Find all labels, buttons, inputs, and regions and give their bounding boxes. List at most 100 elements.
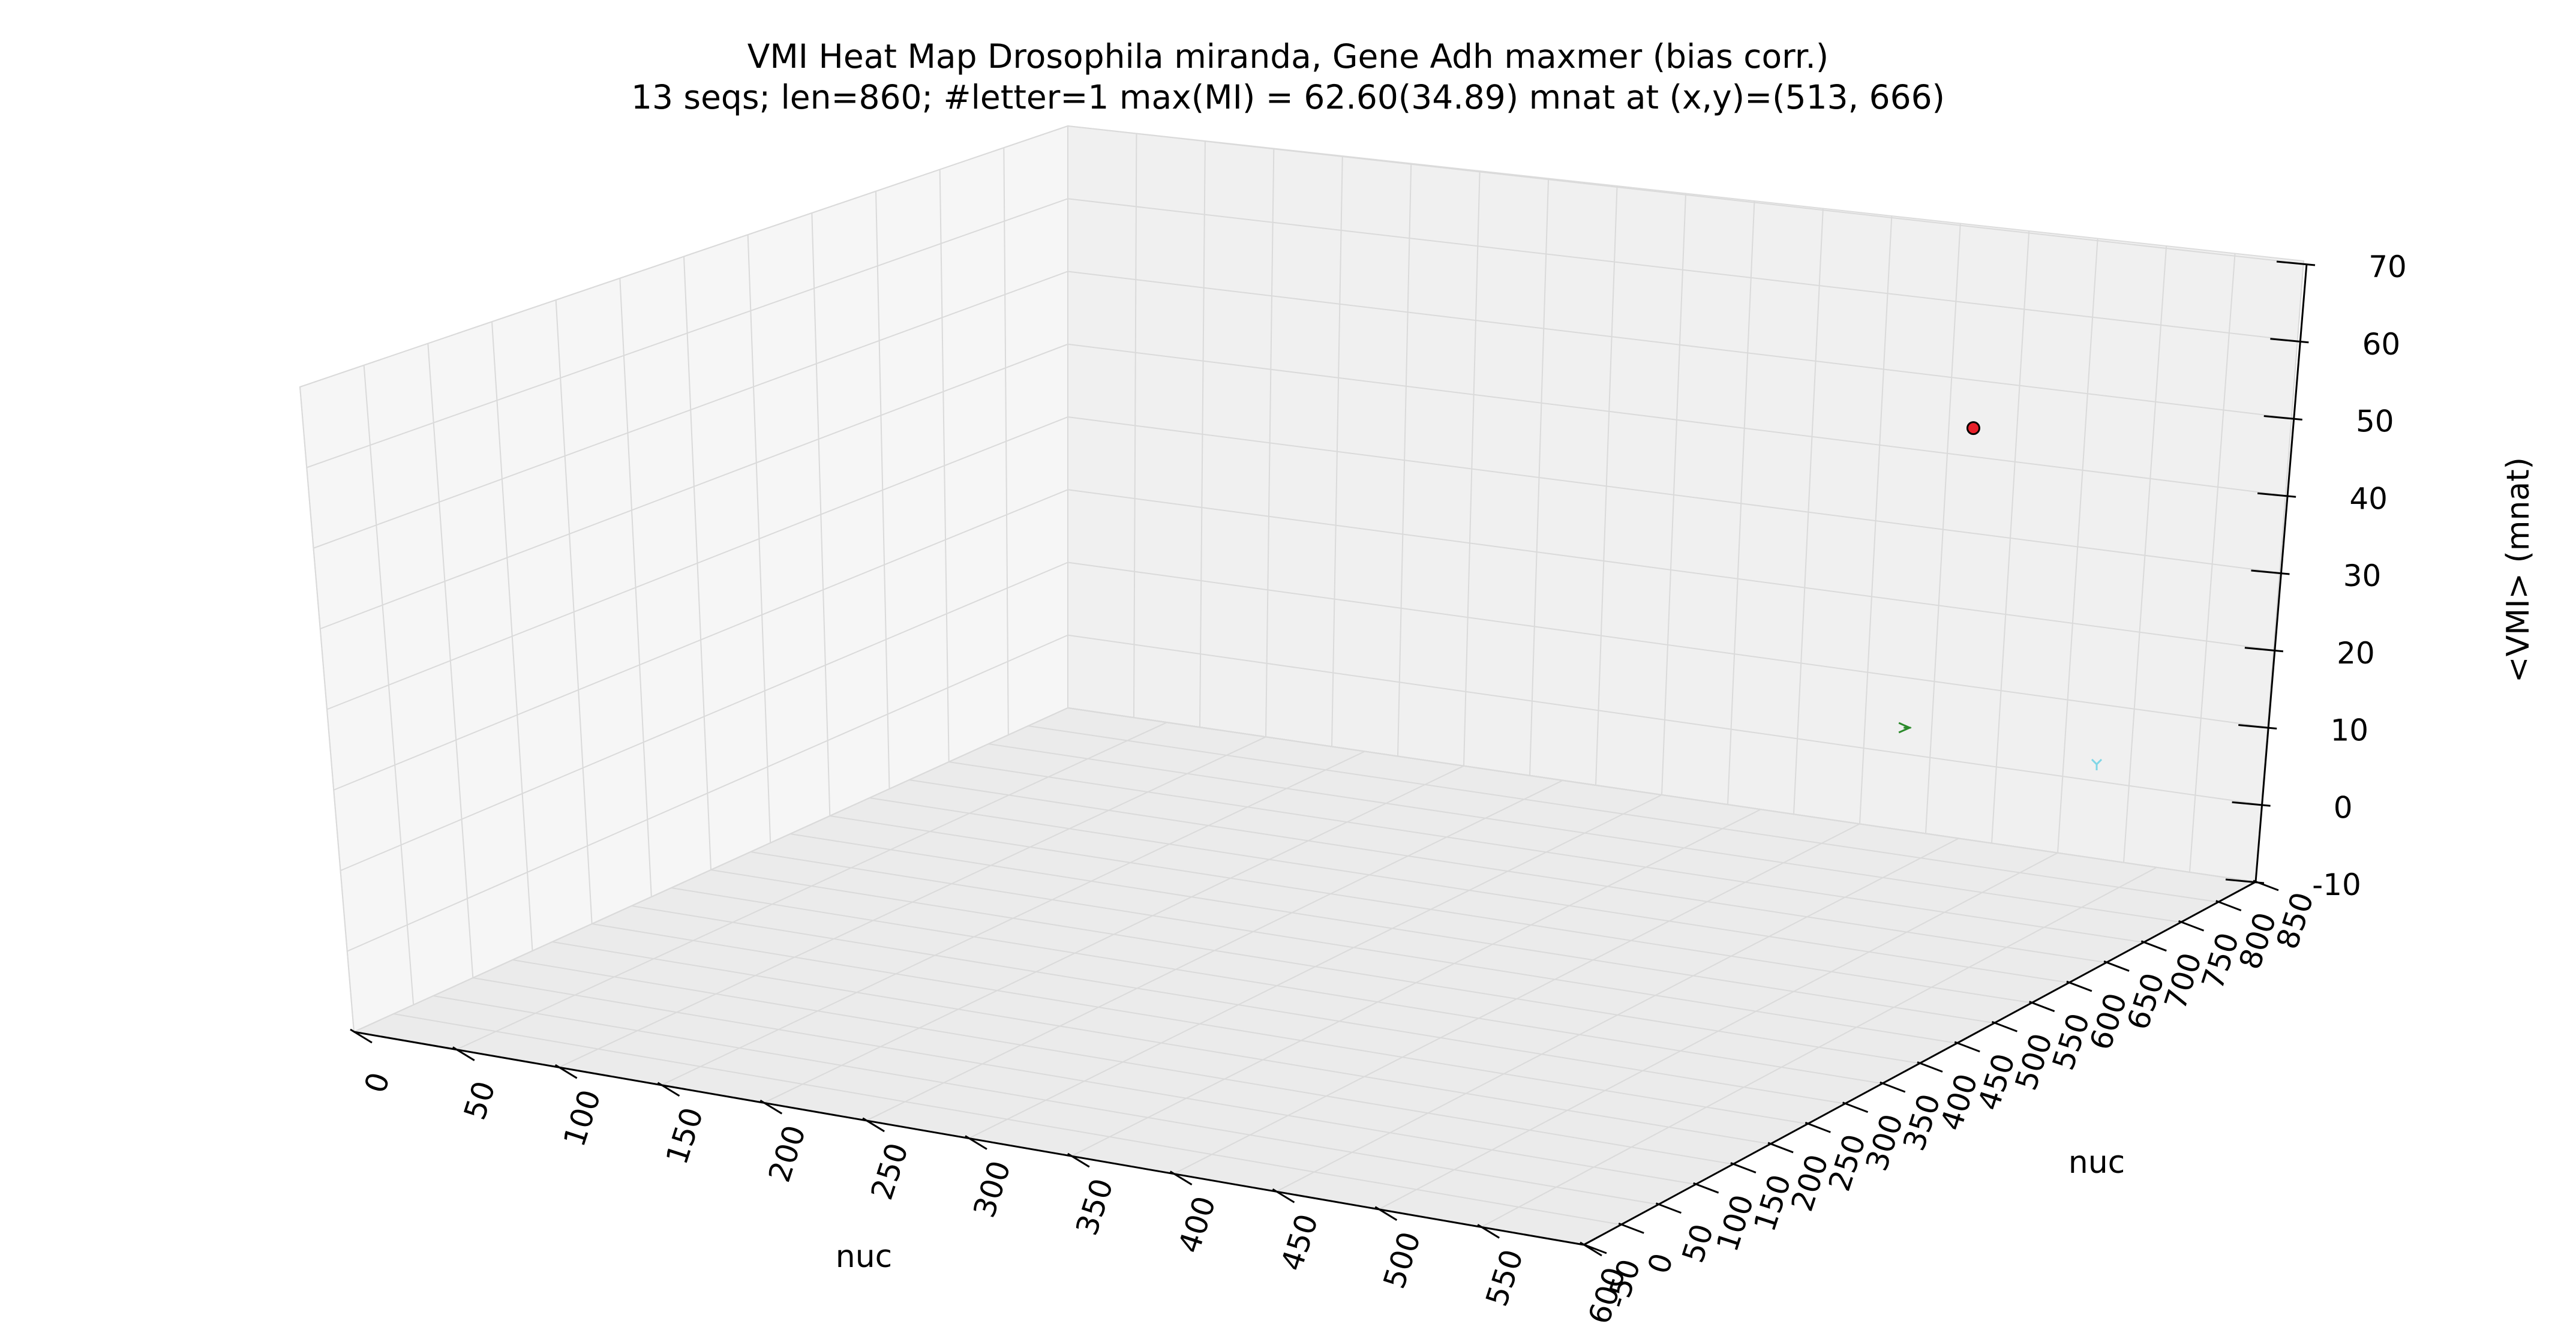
x-tick xyxy=(657,1082,680,1097)
x-tick xyxy=(759,1100,783,1115)
y-tick xyxy=(1693,1182,1719,1194)
grid-line xyxy=(1067,271,2294,419)
grid-line xyxy=(353,707,1068,1032)
grid-line xyxy=(512,959,1734,1165)
grid-line xyxy=(592,923,1808,1125)
x-tick-label: 450 xyxy=(1274,1210,1325,1275)
y-tick xyxy=(1655,1202,1682,1214)
x-tick xyxy=(452,1046,475,1061)
grid-line xyxy=(1067,634,2262,806)
grid-line xyxy=(671,887,1883,1085)
grid-line xyxy=(1067,416,2281,574)
grid-line xyxy=(1661,193,1686,795)
y-tick xyxy=(1618,1222,1644,1234)
grid-line xyxy=(750,851,1957,1044)
grid-line xyxy=(2123,245,2167,863)
x-tick-label: 350 xyxy=(1069,1174,1120,1239)
z-tick-label: 60 xyxy=(2362,327,2401,362)
grid-line xyxy=(306,198,1068,469)
grid-line xyxy=(1067,489,2275,651)
z-tick xyxy=(2257,492,2296,498)
x-tick-label: 500 xyxy=(1377,1227,1428,1293)
grid-line xyxy=(1067,198,2301,342)
y-tick xyxy=(2215,900,2242,912)
x-tick xyxy=(965,1135,987,1150)
grid-line xyxy=(333,489,1068,791)
x-tick-label: 100 xyxy=(557,1086,608,1151)
x-tick-label: 550 xyxy=(1479,1245,1530,1311)
x-tick xyxy=(862,1117,885,1133)
y-tick xyxy=(2103,960,2130,972)
y-tick-label: 0 xyxy=(1641,1249,1680,1278)
z-tick xyxy=(2238,724,2277,729)
z-tick-label: 50 xyxy=(2356,404,2394,439)
z-tick xyxy=(2270,338,2309,344)
z-axis-label: <VMI> (mnat) xyxy=(2500,457,2536,683)
y-tick xyxy=(1880,1081,1906,1093)
grid-line xyxy=(1067,562,2269,728)
x-tick-label: 300 xyxy=(967,1157,1018,1222)
y-tick xyxy=(2140,940,2167,952)
grid-line xyxy=(948,761,2144,943)
data-point-tri-right xyxy=(1898,722,1912,734)
y-tick xyxy=(1842,1101,1869,1113)
x-tick-label: 400 xyxy=(1172,1192,1223,1257)
grid-line xyxy=(433,995,1659,1205)
grid-line xyxy=(299,125,1068,388)
z-tick-label: 40 xyxy=(2349,481,2388,516)
y-tick xyxy=(2066,980,2092,992)
grid-line xyxy=(790,833,1995,1024)
x-tick-label: 150 xyxy=(659,1103,710,1169)
grid-line xyxy=(473,977,1696,1185)
data-point-max xyxy=(1966,421,1980,436)
z-tick xyxy=(2251,569,2290,575)
grid-line xyxy=(2057,238,2098,853)
y-tick-label: -50 xyxy=(1599,1255,1647,1313)
z-tick-label: -10 xyxy=(2312,867,2361,902)
x-tick-label: 0 xyxy=(358,1068,397,1097)
y-tick xyxy=(1991,1020,2017,1032)
grid-line xyxy=(1991,230,2030,843)
grid-line xyxy=(631,905,1845,1104)
x-tick xyxy=(1067,1152,1090,1168)
grid-line xyxy=(1028,725,2218,903)
grid-line xyxy=(1067,125,2307,265)
z-tick xyxy=(2263,415,2302,421)
x-tick xyxy=(1374,1206,1398,1221)
z-tick xyxy=(2232,801,2271,807)
z-tick-label: 0 xyxy=(2334,790,2353,825)
z-axis-ticks: -10 0 10 20 30 40 50 60 70 xyxy=(2225,250,2407,902)
z-tick xyxy=(2225,878,2265,884)
grid-line xyxy=(1727,200,1755,805)
data-point-tri-down xyxy=(2091,758,2103,770)
x-tick xyxy=(1272,1188,1295,1203)
z-tick-label: 10 xyxy=(2330,713,2368,748)
z-tick-label: 20 xyxy=(2337,636,2375,671)
x-tick-label: 200 xyxy=(762,1121,813,1187)
y-tick xyxy=(2178,920,2205,932)
grid-line xyxy=(1067,343,2288,497)
grid-line xyxy=(869,797,2070,984)
x-tick xyxy=(1477,1224,1500,1239)
y-tick xyxy=(1954,1041,1980,1053)
grid-line xyxy=(1067,707,2256,882)
z-tick-label: 30 xyxy=(2343,559,2382,593)
grid-line xyxy=(320,343,1068,630)
x-tick xyxy=(1169,1170,1193,1185)
z-tick xyxy=(2244,647,2284,653)
x-tick-label: 250 xyxy=(864,1139,915,1204)
grid-line xyxy=(552,941,1771,1145)
x-tick xyxy=(350,1028,373,1044)
grid-line xyxy=(988,743,2181,923)
y-tick xyxy=(1917,1061,1943,1073)
grid-line xyxy=(1859,215,1893,824)
grid-line xyxy=(313,271,1068,549)
grid-line xyxy=(347,634,1068,952)
z-tick xyxy=(2276,260,2316,266)
y-tick xyxy=(1581,1242,1607,1254)
y-axis-label: nuc xyxy=(2068,1145,2125,1181)
grid-line xyxy=(393,1013,1622,1226)
y-tick xyxy=(2029,1001,2055,1013)
grid-line xyxy=(909,779,2107,963)
